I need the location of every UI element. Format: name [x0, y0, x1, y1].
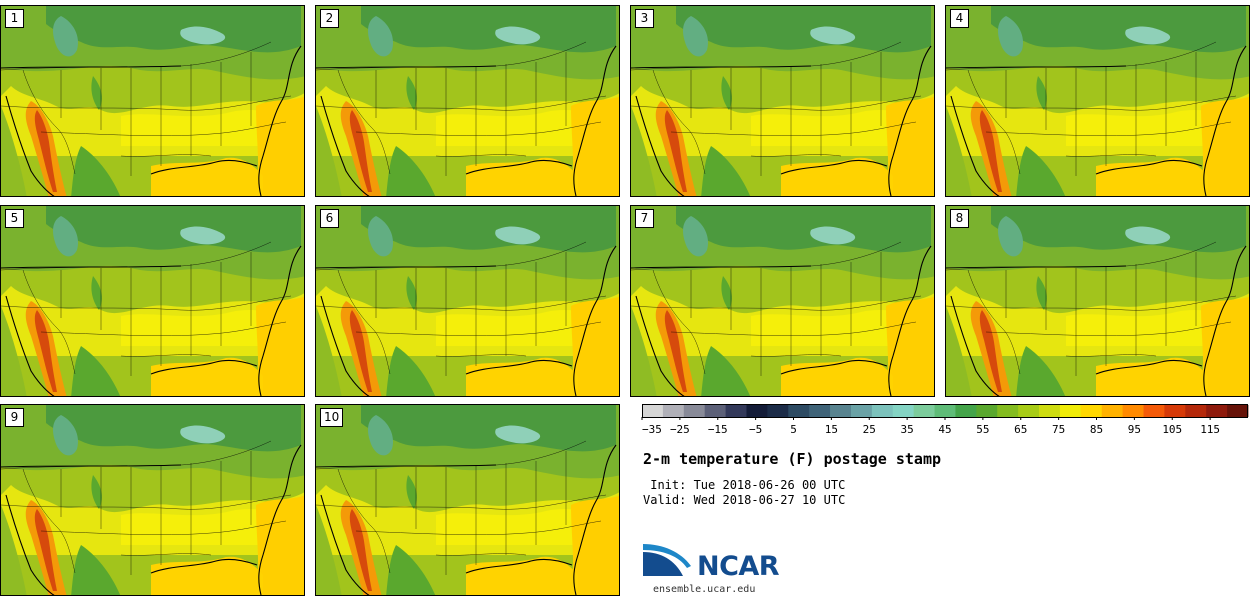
member-label: 4 [950, 9, 969, 28]
panel-2: 2 [315, 5, 620, 197]
colorbar-cell [767, 405, 789, 417]
member-label: 10 [320, 408, 344, 427]
chart-title: 2-m temperature (F) postage stamp [643, 450, 942, 468]
colorbar-tick-label: 25 [863, 423, 876, 436]
colorbar-cell [662, 405, 685, 417]
temperature-map [946, 206, 1249, 396]
colorbar: −35 −25 −15 −5 5 15 25 35 45 55 65 75 85 95 105 115 [641, 404, 1249, 436]
colorbar-tick-label: 45 [938, 423, 951, 436]
member-label: 8 [950, 209, 969, 228]
colorbar-cell [1143, 405, 1165, 417]
member-label: 6 [320, 209, 339, 228]
panel-10: 10 [315, 404, 620, 596]
member-label: 2 [320, 9, 339, 28]
member-label: 1 [5, 9, 24, 28]
colorbar-tick-label: 65 [1014, 423, 1027, 436]
temperature-map [316, 6, 619, 196]
colorbar-cell [955, 405, 977, 417]
colorbar-tick-label: 55 [976, 423, 989, 436]
colorbar-cell [1164, 405, 1186, 417]
ncar-logo [643, 544, 691, 576]
colorbar-tick-label: 5 [790, 423, 797, 436]
member-label: 3 [635, 9, 654, 28]
colorbar-cell [850, 405, 873, 417]
colorbar-cell [683, 405, 706, 417]
colorbar-cell [976, 405, 998, 417]
colorbar-cell [871, 405, 894, 417]
panel-8: 8 [945, 205, 1250, 397]
temperature-map [631, 6, 934, 196]
colorbar-cell [809, 405, 831, 417]
colorbar-cell [1018, 405, 1040, 417]
temperature-map [1, 405, 304, 595]
colorbar-cell [1227, 405, 1249, 417]
colorbar-tick-label: −35 [642, 423, 662, 436]
temperature-map [631, 206, 934, 396]
panel-5: 5 [0, 205, 305, 397]
colorbar-tick-label: 35 [901, 423, 914, 436]
member-label: 9 [5, 408, 24, 427]
colorbar-tick-label: 95 [1128, 423, 1141, 436]
colorbar-cell [913, 405, 935, 417]
temperature-map [316, 206, 619, 396]
panel-7: 7 [630, 205, 935, 397]
panel-6: 6 [315, 205, 620, 397]
panel-4: 4 [945, 5, 1250, 197]
colorbar-cell [1122, 405, 1144, 417]
colorbar-cell [1185, 405, 1207, 417]
colorbar-cell [892, 405, 915, 417]
member-label: 7 [635, 209, 654, 228]
temperature-map [1, 6, 304, 196]
colorbar-tick-label: 15 [825, 423, 838, 436]
colorbar-tick-label: 105 [1162, 423, 1182, 436]
colorbar-cell [788, 405, 810, 417]
colorbar-cell [642, 405, 664, 417]
colorbar-cell [1101, 405, 1124, 417]
panel-1: 1 [0, 5, 305, 197]
colorbar-cell [830, 405, 852, 417]
valid-time: Valid: Wed 2018-06-27 10 UTC [643, 493, 846, 507]
colorbar-cell [1039, 405, 1061, 417]
colorbar-cell [1080, 405, 1103, 417]
panel-3: 3 [630, 5, 935, 197]
colorbar-cell [704, 405, 726, 417]
colorbar-tick-label: −15 [708, 423, 728, 436]
temperature-map [946, 6, 1249, 196]
ncar-logo-text: NCAR [697, 551, 780, 582]
colorbar-cell [725, 405, 747, 417]
panel-9: 9 [0, 404, 305, 596]
colorbar-tick-label: 75 [1052, 423, 1065, 436]
colorbar-cell [997, 405, 1019, 417]
temperature-map [316, 405, 619, 595]
colorbar-tick-label: 85 [1090, 423, 1103, 436]
site-url: ensemble.ucar.edu [653, 584, 756, 595]
colorbar-cell [934, 405, 956, 417]
temperature-map [1, 206, 304, 396]
colorbar-tick-label: −5 [749, 423, 762, 436]
colorbar-tick-label: −25 [670, 423, 690, 436]
colorbar-tick-label: 115 [1200, 423, 1220, 436]
colorbar-cell [1206, 405, 1228, 417]
colorbar-cell [1059, 405, 1082, 417]
colorbar-cell [746, 405, 768, 417]
init-time: Init: Tue 2018-06-26 00 UTC [643, 478, 846, 492]
member-label: 5 [5, 209, 24, 228]
